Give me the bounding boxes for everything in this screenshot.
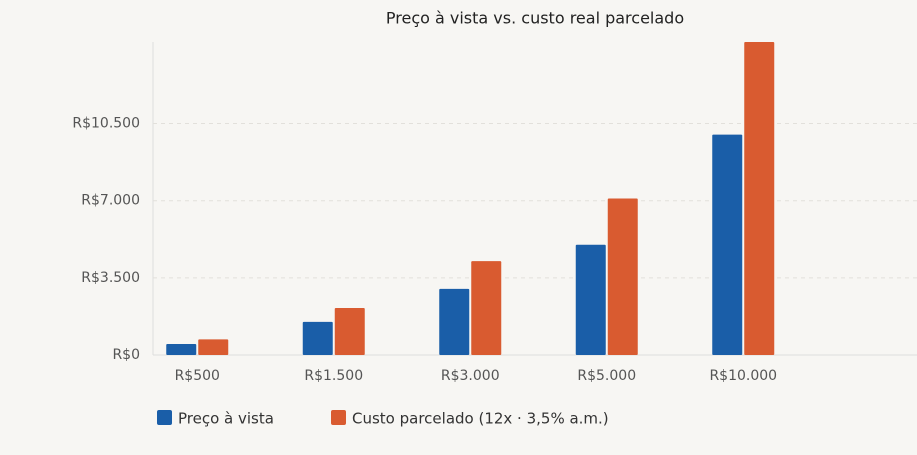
bar [302,321,333,355]
legend-label: Custo parcelado (12x · 3,5% a.m.) [352,410,609,428]
bar [439,288,470,355]
legend-swatch [157,410,172,425]
y-tick-label: R$0 [112,347,140,363]
bar [744,42,775,355]
x-tick-label: R$10.000 [709,368,777,384]
chart-title: Preço à vista vs. custo real parcelado [386,9,684,28]
bar [471,261,502,355]
x-tick-label: R$500 [175,368,220,384]
x-tick-label: R$1.500 [304,368,363,384]
bar [198,339,229,355]
legend-label: Preço à vista [178,410,274,428]
bar [575,244,606,355]
bar [607,198,638,355]
y-tick-label: R$7.000 [81,193,140,209]
bar [712,134,743,355]
x-tick-label: R$3.000 [441,368,500,384]
legend-swatch [331,410,346,425]
bar [334,308,365,355]
y-tick-label: R$3.500 [81,270,140,286]
y-tick-label: R$10.500 [72,116,140,132]
bar [166,343,197,355]
x-tick-label: R$5.000 [577,368,636,384]
